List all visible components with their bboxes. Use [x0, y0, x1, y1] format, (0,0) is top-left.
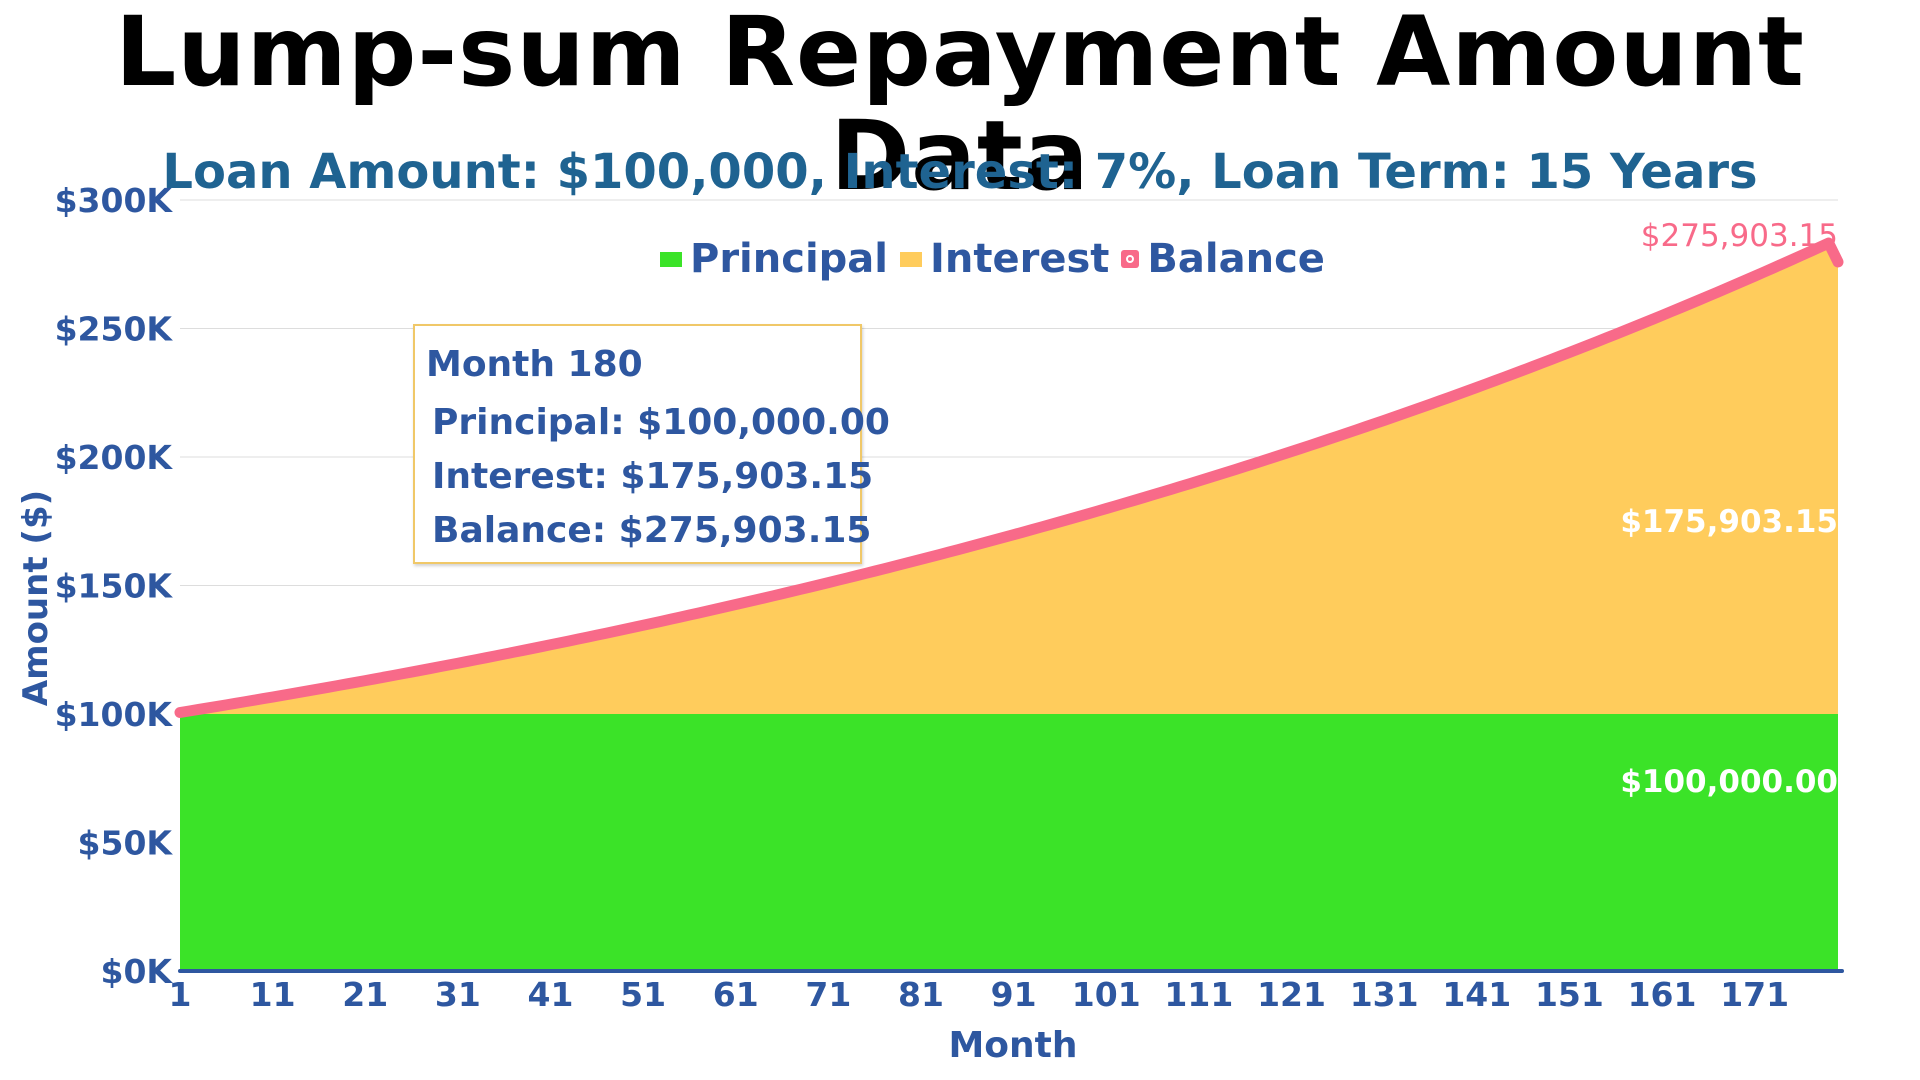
chart-legend: Principal Interest Balance [660, 234, 1337, 284]
x-tick-label: 171 [1720, 975, 1789, 1014]
chart-subtitle: Loan Amount: $100,000, Interest: 7%, Loa… [162, 144, 1758, 200]
x-tick-label: 101 [1072, 975, 1141, 1014]
interest-swatch [900, 251, 922, 267]
y-tick-label: $0K [101, 952, 174, 991]
x-tick-label: 141 [1442, 975, 1511, 1014]
x-tick-label: 71 [805, 975, 851, 1014]
y-tick-label: $200K [55, 438, 174, 477]
legend-principal[interactable]: Principal [660, 236, 888, 282]
tooltip-balance-row: Balance: $275,903.15 [426, 504, 871, 558]
y-tick-label: $150K [55, 567, 174, 606]
hover-tooltip: Month 180 Principal: $100,000.00 Interes… [413, 324, 890, 564]
y-axis-ticks: $0K $50K $100K $150K $200K $250K $300K [55, 181, 174, 991]
x-tick-label: 1 [169, 975, 192, 1014]
principal-swatch [660, 251, 682, 267]
balance-line[interactable] [174, 237, 1844, 719]
interest-area[interactable] [180, 243, 1838, 715]
area-layer [174, 237, 1844, 971]
legend-principal-label: Principal [690, 236, 888, 282]
tooltip-title: Month 180 [426, 344, 643, 385]
x-tick-label: 41 [528, 975, 574, 1014]
x-tick-label: 81 [898, 975, 944, 1014]
y-axis-label: Amount ($) [16, 490, 56, 706]
y-tick-label: $300K [55, 181, 174, 220]
legend-interest-label: Interest [930, 236, 1110, 282]
balance-swatch [1121, 250, 1140, 268]
tooltip-interest-text: Interest: $175,903.15 [432, 456, 874, 497]
x-tick-label: 151 [1535, 975, 1604, 1014]
legend-interest[interactable]: Interest [900, 236, 1109, 282]
x-tick-label: 31 [435, 975, 481, 1014]
y-tick-label: $100K [55, 695, 174, 734]
x-axis-label: Month [948, 1025, 1077, 1066]
tooltip-balance-text: Balance: $275,903.15 [432, 510, 872, 551]
x-tick-label: 121 [1257, 975, 1326, 1014]
interest-end-label: $175,903.15 [1620, 504, 1838, 540]
x-tick-label: 161 [1628, 975, 1697, 1014]
x-tick-label: 51 [620, 975, 666, 1014]
tooltip-interest-row: Interest: $175,903.15 [426, 450, 873, 504]
x-tick-label: 131 [1350, 975, 1419, 1014]
x-tick-label: 21 [342, 975, 388, 1014]
x-tick-label: 91 [991, 975, 1037, 1014]
principal-end-label: $100,000.00 [1620, 764, 1838, 800]
principal-area[interactable] [180, 714, 1838, 971]
tooltip-principal-text: Principal: $100,000.00 [432, 402, 890, 443]
y-tick-label: $250K [55, 310, 174, 349]
chart-title: Lump-sum Repayment Amount Data [115, 0, 1805, 212]
legend-balance[interactable]: Balance [1121, 236, 1325, 282]
x-axis-ticks: 1 11 21 31 41 51 61 71 81 91 101 111 121 131 141 151 161… [169, 975, 1790, 1014]
x-tick-label: 111 [1164, 975, 1233, 1014]
y-tick-label: $50K [78, 824, 174, 863]
tooltip-principal-row: Principal: $100,000.00 [426, 396, 890, 450]
x-tick-label: 61 [713, 975, 759, 1014]
legend-balance-label: Balance [1147, 236, 1325, 282]
balance-end-label: $275,903.15 [1641, 218, 1838, 254]
x-tick-label: 11 [250, 975, 296, 1014]
